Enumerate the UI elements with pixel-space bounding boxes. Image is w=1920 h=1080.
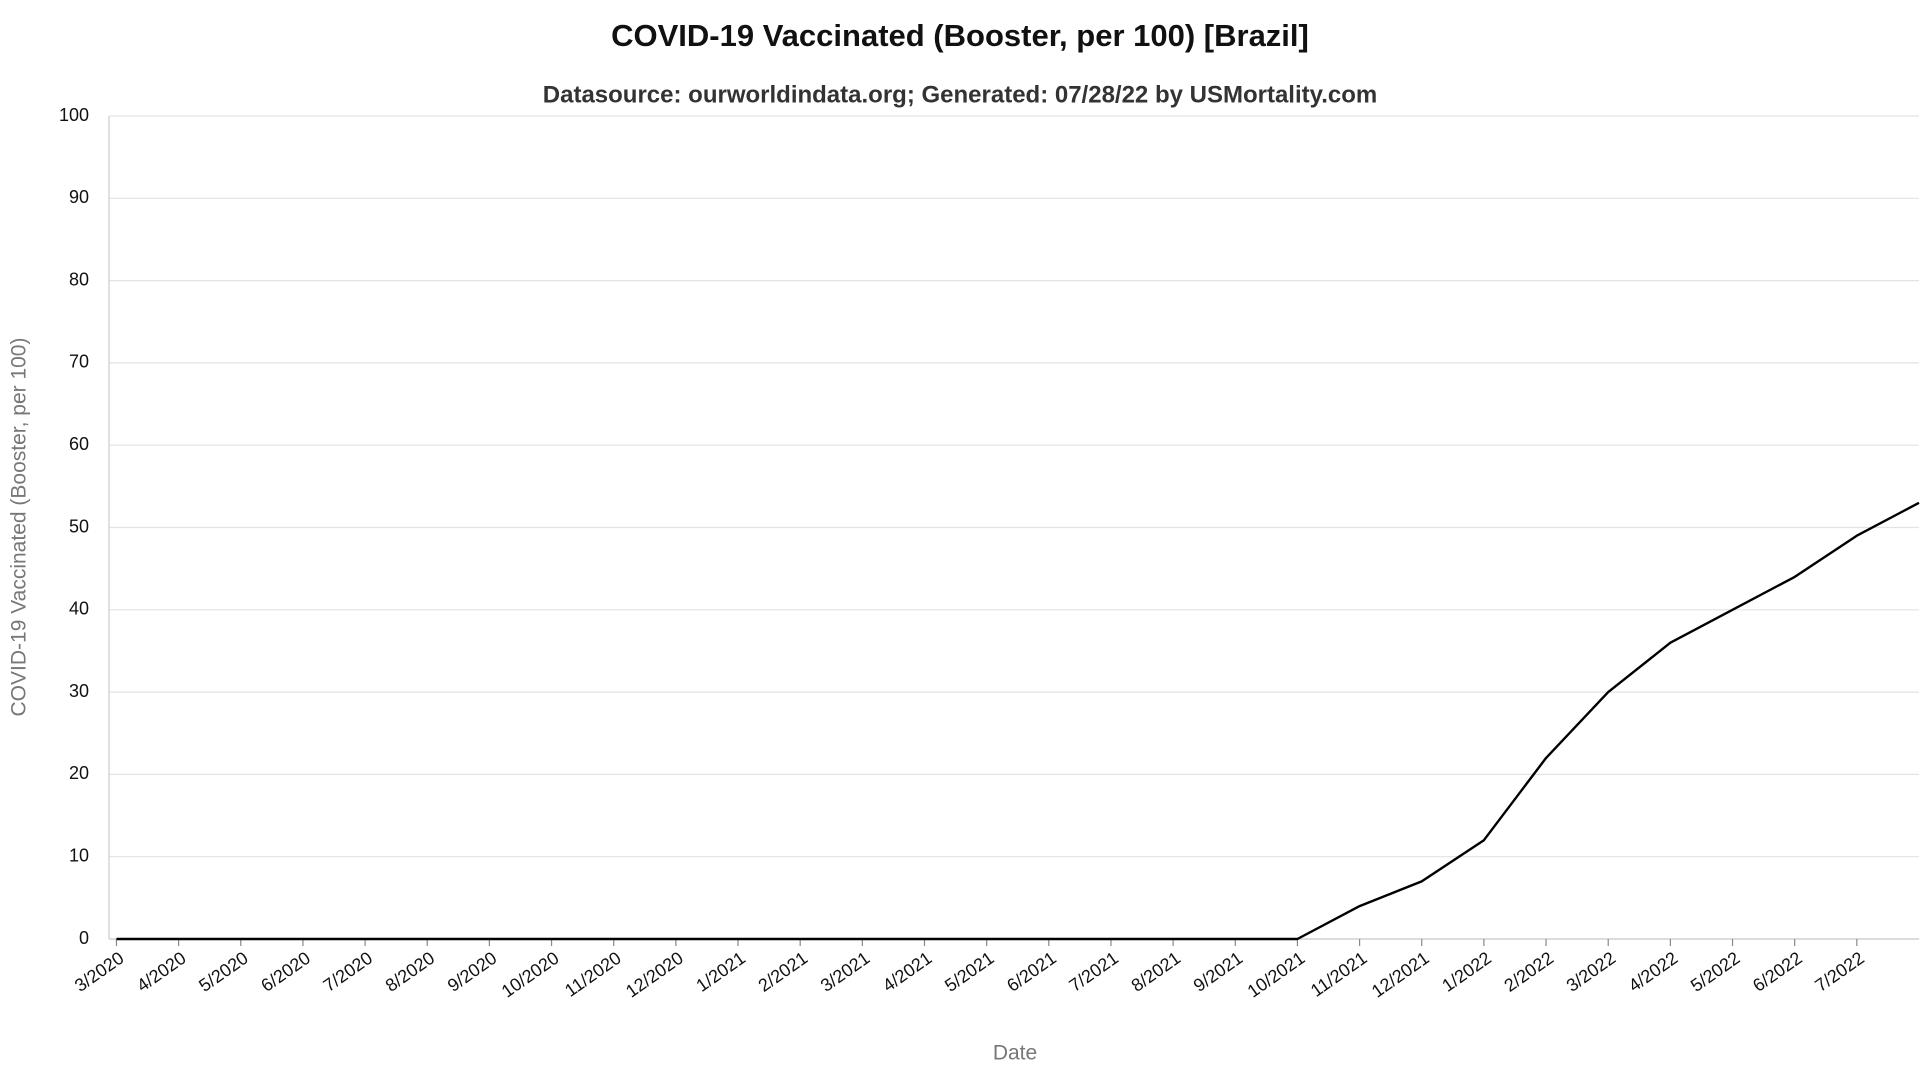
y-tick-label: 80 (69, 269, 89, 289)
x-tick-label: 7/2022 (1811, 948, 1868, 996)
x-tick-label: 6/2020 (257, 948, 314, 996)
x-tick-label: 7/2020 (320, 948, 377, 996)
data-line (116, 501, 1920, 941)
y-tick-label: 40 (69, 599, 89, 619)
x-tick-label: 8/2020 (382, 948, 439, 996)
y-tick-label: 60 (69, 434, 89, 454)
x-tick-label: 3/2022 (1563, 948, 1620, 996)
x-tick-label: 1/2021 (692, 948, 749, 996)
x-tick-label: 10/2021 (1244, 948, 1309, 1002)
x-tick-label: 8/2021 (1128, 948, 1185, 996)
y-tick-label: 0 (79, 928, 89, 948)
y-axis-title: COVID-19 Vaccinated (Booster, per 100) (8, 338, 31, 717)
x-tick-label: 6/2021 (1003, 948, 1060, 996)
x-tick-label: 11/2021 (1307, 948, 1371, 1001)
y-tick-label: 20 (69, 763, 89, 783)
x-tick-label: 5/2020 (195, 948, 252, 996)
chart-title: COVID-19 Vaccinated (Booster, per 100) [… (611, 18, 1309, 53)
x-tick-label: 4/2020 (133, 948, 190, 996)
chart-subtitle: Datasource: ourworldindata.org; Generate… (543, 81, 1377, 108)
x-tick-label: 6/2022 (1749, 948, 1806, 996)
y-tick-label: 10 (69, 845, 89, 865)
y-tick-label: 70 (69, 352, 89, 372)
x-tick-label: 12/2020 (622, 948, 687, 1002)
x-tick-label: 9/2020 (444, 948, 501, 996)
x-tick-label: 4/2021 (879, 948, 936, 996)
x-tick-label: 3/2021 (817, 948, 874, 996)
x-tick-label: 1/2022 (1438, 948, 1495, 996)
y-tick-label: 50 (69, 516, 89, 536)
x-tick-label: 5/2022 (1687, 948, 1744, 996)
y-tick-label: 30 (69, 681, 89, 701)
x-tick-label: 2/2022 (1501, 948, 1558, 996)
x-tick-label: 5/2021 (941, 948, 998, 996)
x-tick-label: 9/2021 (1190, 948, 1247, 996)
x-tick-label: 3/2020 (71, 948, 128, 996)
x-tick-label: 2/2021 (755, 948, 812, 996)
y-tick-label: 90 (69, 187, 89, 207)
x-tick-label: 7/2021 (1065, 948, 1122, 996)
x-tick-label: 12/2021 (1368, 948, 1433, 1002)
y-tick-label: 100 (59, 105, 89, 125)
x-tick-label: 4/2022 (1625, 948, 1682, 996)
x-tick-label: 10/2020 (498, 948, 563, 1002)
x-tick-label: 11/2020 (561, 948, 625, 1001)
x-axis-title: Date (993, 1042, 1037, 1065)
